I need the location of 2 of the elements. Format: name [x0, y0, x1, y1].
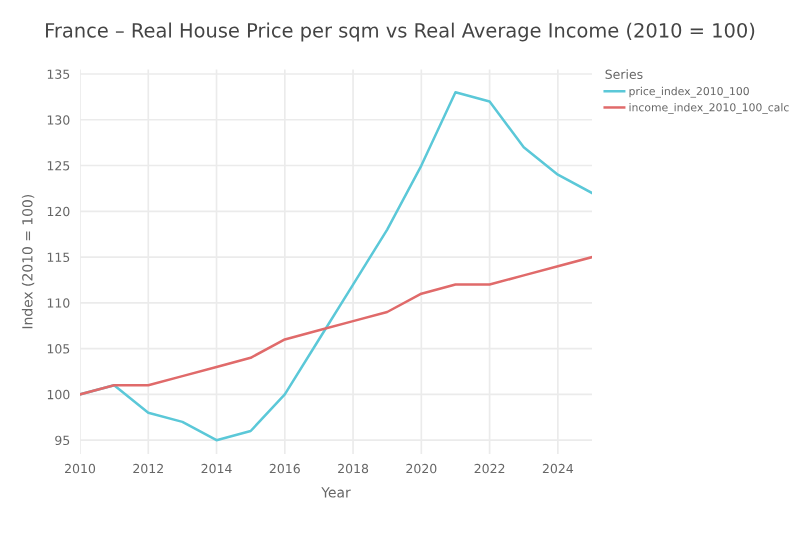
chart-title: France – Real House Price per sqm vs Real Average Income (2010 = 100)	[46, 22, 755, 42]
line-series	[80, 255, 592, 396]
